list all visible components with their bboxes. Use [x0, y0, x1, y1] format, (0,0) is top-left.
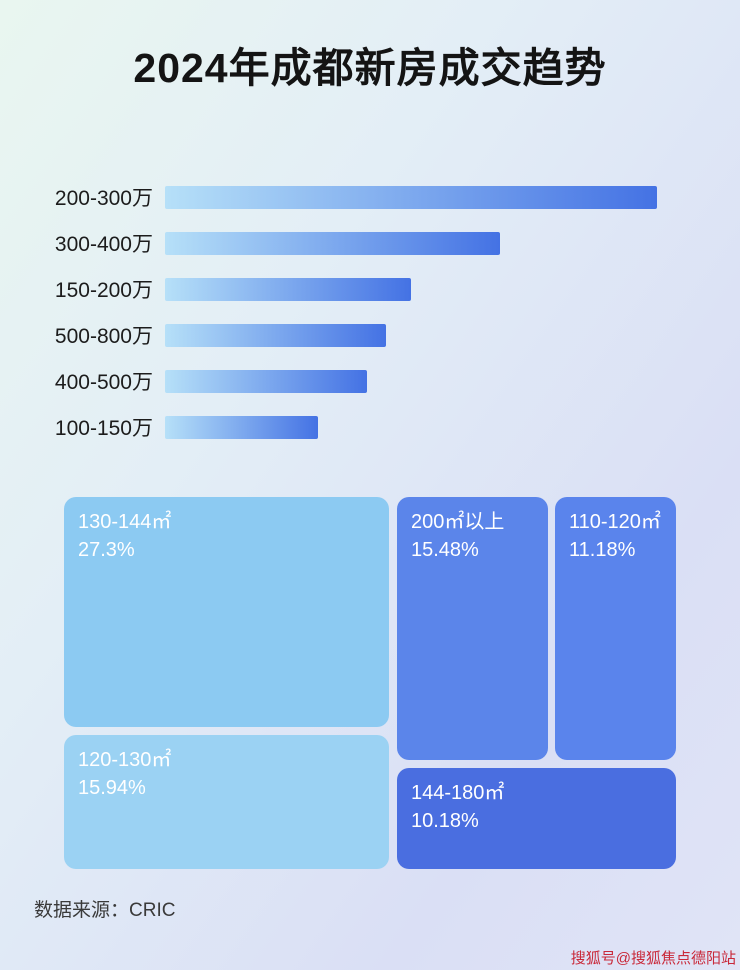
bar-row: 200-300万: [0, 185, 740, 210]
treemap-block-label: 200㎡以上: [411, 511, 505, 533]
page-title: 2024年成都新房成交趋势: [133, 45, 607, 91]
bar-track: [165, 323, 657, 347]
bar-track: [165, 185, 657, 209]
treemap-block: 200㎡以上 15.48%: [397, 497, 548, 760]
bar-track: [165, 415, 657, 439]
bar-row: 400-500万: [0, 369, 740, 394]
bar-row: 500-800万: [0, 323, 740, 348]
bar-label: 300-400万: [54, 233, 153, 256]
treemap-block: 130-144㎡ 27.3%: [64, 497, 389, 727]
bar: [165, 185, 657, 209]
bar-row: 300-400万: [0, 231, 740, 256]
bar-row: 100-150万: [0, 415, 740, 440]
bar: [165, 231, 500, 255]
treemap-block: 110-120㎡ 11.18%: [555, 497, 676, 760]
treemap-block-value: 11.18%: [569, 539, 636, 561]
treemap-block-value: 27.3%: [78, 539, 135, 561]
bar-row: 150-200万: [0, 277, 740, 302]
treemap-block-label: 144-180㎡: [411, 782, 505, 804]
bar: [165, 323, 387, 347]
bar-label: 500-800万: [54, 325, 153, 348]
data-source: 数据来源：CRIC: [34, 900, 176, 921]
bar: [165, 369, 367, 393]
price-bar-chart: 200-300万 300-400万 150-200万 500-800万 400-…: [0, 185, 740, 461]
watermark: 搜狐号@搜狐焦点德阳站: [570, 950, 736, 967]
treemap-block-value: 15.94%: [78, 777, 146, 799]
treemap-block: 120-130㎡ 15.94%: [64, 735, 389, 869]
bar-label: 100-150万: [54, 417, 153, 440]
area-treemap: 130-144㎡ 27.3% 120-130㎡ 15.94% 200㎡以上 15…: [64, 497, 676, 869]
treemap-block-label: 120-130㎡: [78, 749, 172, 771]
bar-track: [165, 277, 657, 301]
bar: [165, 277, 411, 301]
treemap-block: 144-180㎡ 10.18%: [397, 768, 676, 869]
treemap-block-label: 110-120㎡: [569, 511, 661, 533]
treemap-block-value: 15.48%: [411, 539, 479, 561]
bar-label: 150-200万: [54, 279, 153, 302]
bar-label: 200-300万: [54, 187, 153, 210]
treemap-block-label: 130-144㎡: [78, 511, 172, 533]
treemap-block-value: 10.18%: [411, 810, 479, 832]
bar: [165, 415, 318, 439]
bar-label: 400-500万: [54, 371, 153, 394]
bar-track: [165, 231, 657, 255]
bar-track: [165, 369, 657, 393]
